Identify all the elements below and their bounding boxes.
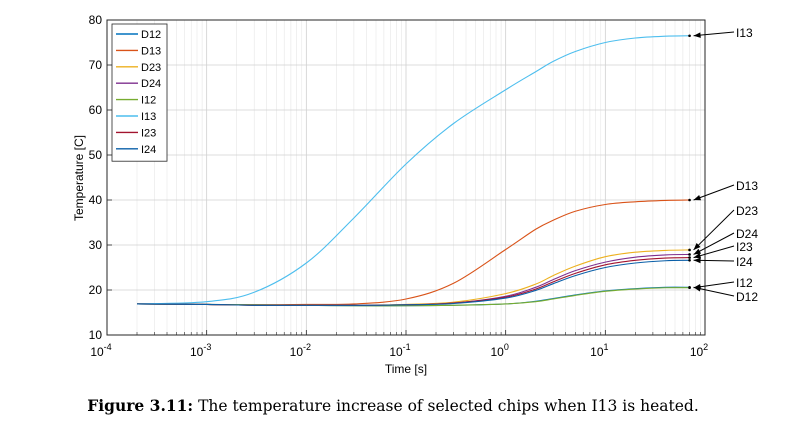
x-axis-label: Time [s] xyxy=(385,362,427,376)
series-line-i13 xyxy=(136,35,690,305)
y-tick-label: 40 xyxy=(89,193,103,207)
series-endpoint-i12 xyxy=(688,286,691,290)
y-tick-label: 20 xyxy=(89,283,103,297)
y-tick-label: 80 xyxy=(89,13,103,27)
annotation-label-d12: D12 xyxy=(736,290,758,304)
legend-label-i23: I23 xyxy=(141,127,156,139)
annotation-label-i12: I12 xyxy=(736,276,753,290)
legend-label-i12: I12 xyxy=(141,95,156,107)
legend-label-d24: D24 xyxy=(141,78,161,90)
series-line-i23 xyxy=(136,257,690,306)
annotation-arrow-i23 xyxy=(693,245,735,259)
legend-label-d23: D23 xyxy=(141,62,161,74)
y-tick-label: 10 xyxy=(89,328,103,342)
legend-label-i24: I24 xyxy=(141,144,156,156)
legend-label-d13: D13 xyxy=(141,45,161,57)
series-line-i24 xyxy=(136,259,690,306)
grid xyxy=(106,19,706,336)
x-tick-label: 102 xyxy=(690,342,708,359)
x-tick-label: 100 xyxy=(490,342,508,359)
series-endpoint-i13 xyxy=(688,34,691,38)
series-line-d13 xyxy=(136,199,690,306)
figure-caption: Figure 3.11: The temperature increase of… xyxy=(0,396,786,415)
legend-box xyxy=(111,23,168,162)
legend: D12 D13 D23 D24 I12 I13 I23 I24 xyxy=(111,23,168,162)
annotation-arrowhead-d12 xyxy=(693,286,701,292)
series-endpoint-d13 xyxy=(688,198,691,202)
annotation-arrow-d24 xyxy=(693,232,735,255)
x-tick-label: 10-1 xyxy=(389,342,410,359)
series-endpoint-i24 xyxy=(688,259,691,262)
annotation-label-d24: D24 xyxy=(736,227,758,241)
series-endpoint-d23 xyxy=(688,248,691,252)
x-tick-label: 10-2 xyxy=(290,342,311,359)
y-axis-label: Temperature [C] xyxy=(72,135,86,221)
series-lines xyxy=(136,34,691,307)
annotation-label-d23: D23 xyxy=(736,204,758,218)
annotation-arrowhead-i13 xyxy=(693,32,701,38)
annotation-arrowhead-i23 xyxy=(693,252,702,259)
x-tick-label: 10-3 xyxy=(190,342,211,359)
annotation-label-i13: I13 xyxy=(736,26,753,40)
y-tick-label: 30 xyxy=(89,238,103,252)
annotation-arrow-d23 xyxy=(693,209,735,251)
temperature-chart: 10-4 10-3 10-2 10-1 100 101 102 10 20 30 40 50 60 70 8… xyxy=(72,13,758,376)
x-tick-label: 101 xyxy=(590,342,608,359)
legend-label-d12: D12 xyxy=(141,29,161,41)
annotation-label-i23: I23 xyxy=(736,240,753,254)
annotation-label-i24: I24 xyxy=(736,255,753,269)
annotation-arrowhead-d23 xyxy=(693,243,701,250)
y-tick-label: 60 xyxy=(89,103,103,117)
series-endpoint-i23 xyxy=(688,256,691,259)
caption-label: Figure 3.11: xyxy=(87,396,194,415)
annotation-arrowhead-d24 xyxy=(693,248,702,255)
x-tick-label: 10-4 xyxy=(90,342,111,359)
legend-label-i13: I13 xyxy=(141,111,156,123)
series-endpoint-d24 xyxy=(688,253,691,256)
annotation-arrowhead-i24 xyxy=(693,257,701,264)
annotation-arrowhead-d13 xyxy=(693,194,702,201)
annotation-arrow-d13 xyxy=(693,184,735,201)
caption-text: The temperature increase of selected chi… xyxy=(198,397,699,415)
y-tick-label: 70 xyxy=(89,58,103,72)
y-tick-label: 50 xyxy=(89,148,103,162)
annotation-label-d13: D13 xyxy=(736,179,758,193)
